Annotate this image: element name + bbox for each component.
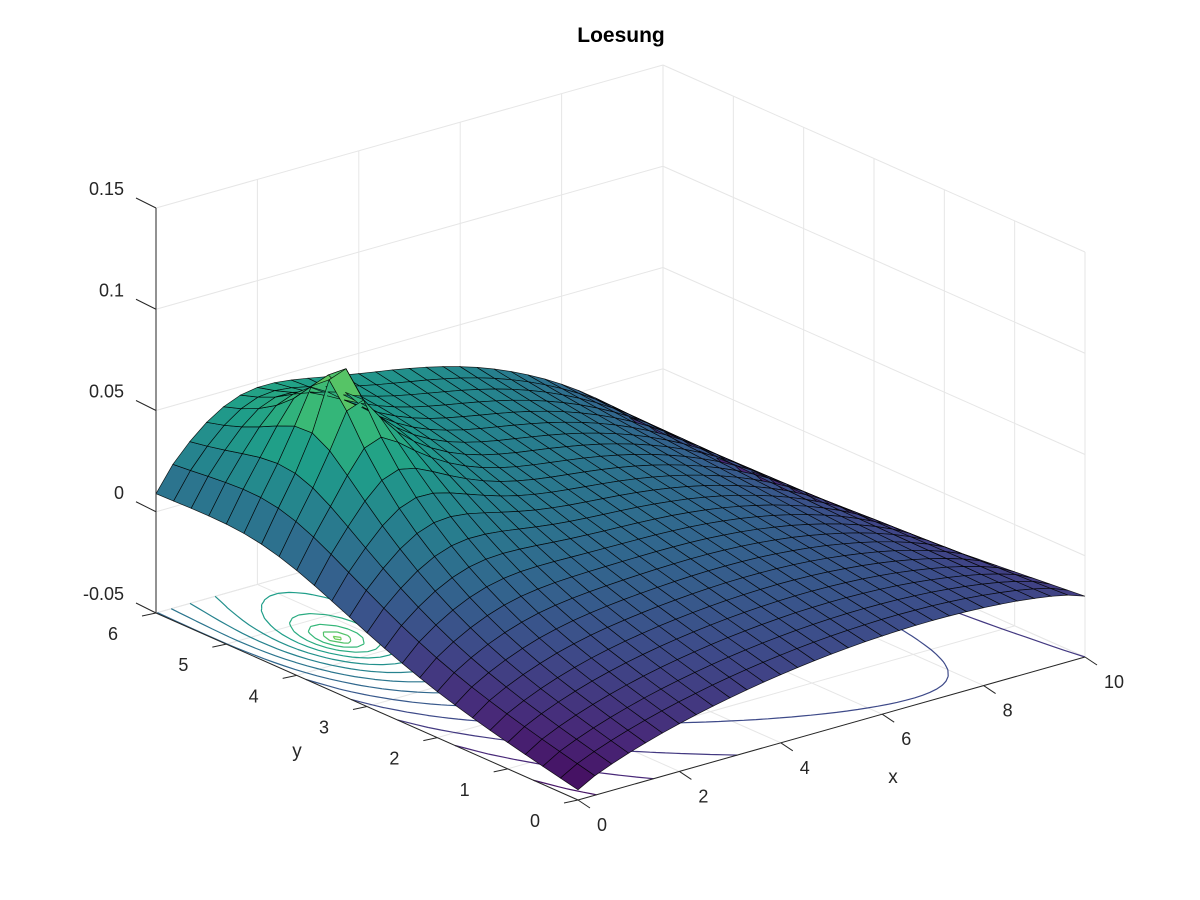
surface-layer	[155, 366, 1086, 791]
z-tick-label: 0	[114, 483, 124, 503]
x-tick-mark	[679, 770, 692, 780]
contour-line	[307, 623, 365, 648]
x-tick-label: 6	[901, 729, 911, 749]
y-tick-mark	[493, 768, 508, 773]
x-tick-label: 2	[698, 786, 708, 806]
x-tick-label: 0	[597, 815, 607, 835]
grid-line	[155, 267, 664, 411]
y-tick-mark	[212, 643, 227, 648]
grid-line	[662, 368, 1086, 557]
y-tick-label: 0	[530, 811, 540, 831]
y-tick-label: 1	[460, 780, 470, 800]
z-tick-mark	[135, 400, 157, 411]
y-tick-mark	[423, 737, 438, 742]
y-tick-mark	[352, 706, 368, 710]
grid-line	[155, 64, 664, 209]
y-tick-mark	[141, 612, 157, 617]
y-tick-mark	[563, 799, 579, 804]
axis-layer	[135, 197, 1098, 809]
grid-line	[662, 267, 1086, 455]
x-tick-mark	[780, 742, 794, 752]
z-tick-mark	[135, 501, 157, 513]
z-tick-mark	[135, 298, 157, 310]
grid-line	[662, 64, 1086, 253]
y-tick-label: 2	[389, 749, 399, 769]
label-layer: 0 2 4 6 8 10 0 1 2 3 4 5 6 -0.05 0 0.05 0.1 0.15	[83, 179, 1124, 835]
y-tick-label: 6	[108, 624, 118, 644]
x-tick-label: 10	[1104, 672, 1124, 692]
z-tick-label: 0.1	[99, 280, 124, 300]
contour-line	[332, 635, 342, 641]
surface-patch	[1050, 587, 1086, 597]
z-tick-mark	[135, 602, 157, 614]
y-axis-label: y	[292, 741, 302, 762]
z-tick-label: -0.05	[83, 584, 124, 604]
y-tick-label: 5	[178, 655, 188, 675]
y-tick-label: 3	[319, 718, 329, 738]
x-tick-mark	[577, 799, 591, 809]
contour-line	[322, 631, 352, 644]
x-axis-label: x	[888, 767, 898, 788]
x-tick-mark	[881, 713, 895, 723]
grid-line	[155, 165, 664, 310]
x-axis-line	[577, 656, 1086, 801]
chart-title: Loesung	[577, 24, 665, 47]
y-tick-label: 4	[249, 686, 259, 706]
grid-line	[662, 165, 1086, 354]
x-tick-mark	[1084, 656, 1098, 666]
z-tick-label: 0.05	[89, 382, 124, 402]
y-tick-mark	[282, 674, 297, 679]
z-tick-label: 0.15	[89, 179, 124, 199]
x-tick-label: 4	[800, 758, 810, 778]
x-tick-label: 8	[1003, 701, 1013, 721]
z-tick-mark	[135, 197, 157, 209]
x-tick-mark	[983, 685, 996, 695]
